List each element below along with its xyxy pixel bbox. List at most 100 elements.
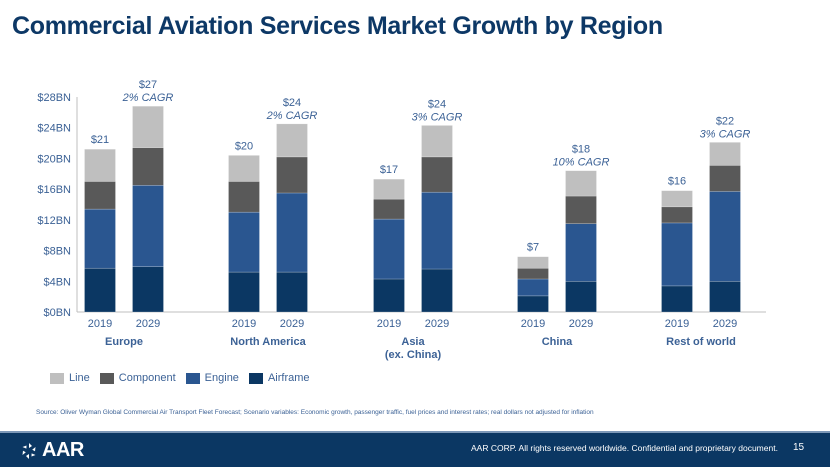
total-label: $16: [668, 176, 686, 188]
bar-segment-airframe: [132, 266, 164, 313]
total-label: $18: [572, 144, 590, 156]
x-year-label: 2019: [232, 318, 256, 330]
legend-item-line: Line: [50, 372, 90, 384]
y-tick-label: $16BN: [37, 184, 71, 196]
y-tick-label: $4BN: [43, 276, 71, 288]
source-note: Source: Oliver Wyman Global Commercial A…: [36, 409, 594, 416]
bar-segment-airframe: [228, 271, 260, 313]
bar-segment-component: [132, 147, 164, 186]
bar-segment-line: [421, 125, 453, 158]
page-number: 15: [793, 442, 805, 453]
bar-segment-airframe: [421, 268, 453, 313]
bar-segment-airframe: [709, 280, 741, 313]
bar-segment-engine: [565, 223, 597, 282]
copyright-text: AAR CORP. All rights reserved worldwide.…: [471, 443, 778, 453]
aperture-icon: [22, 442, 36, 459]
y-tick-label: $20BN: [37, 153, 71, 165]
region-label: China: [542, 336, 573, 348]
region-label: North America: [230, 336, 306, 348]
cagr-label: 2% CAGR: [266, 110, 318, 122]
x-year-label: 2029: [425, 318, 449, 330]
bar-segment-component: [517, 267, 549, 280]
y-tick-label: $24BN: [37, 123, 71, 135]
bar-segment-airframe: [565, 280, 597, 313]
total-label: $20: [235, 140, 253, 152]
total-label: $21: [91, 134, 109, 146]
region-label: Asia: [401, 336, 425, 348]
logo-text: AAR: [42, 439, 84, 461]
region-label-line2: (ex. China): [385, 349, 442, 361]
x-year-label: 2029: [713, 318, 737, 330]
region-label: Rest of world: [666, 336, 736, 348]
bar-segment-component: [276, 156, 308, 194]
x-year-label: 2019: [665, 318, 689, 330]
legend-item-airframe: Airframe: [248, 372, 310, 384]
cagr-label: 3% CAGR: [412, 111, 463, 123]
bar-segment-line: [276, 123, 308, 158]
bar-segment-airframe: [84, 267, 116, 313]
bar-segment-component: [373, 198, 405, 220]
legend-label-component: Component: [118, 372, 176, 384]
bar-segment-line: [228, 155, 260, 182]
x-year-label: 2029: [569, 318, 593, 330]
bar-segment-line: [709, 142, 741, 166]
bar-segment-engine: [373, 218, 405, 280]
bar-segment-engine: [421, 191, 453, 270]
y-tick-label: $0BN: [43, 307, 71, 319]
bar-segment-engine: [228, 211, 260, 273]
x-year-label: 2029: [280, 318, 304, 330]
page-title: Commercial Aviation Services Market Grow…: [12, 12, 663, 40]
footer-divider: [0, 431, 830, 433]
bar-segment-line: [373, 178, 405, 200]
legend-label-engine: Engine: [204, 372, 239, 384]
bar-segment-line: [84, 148, 116, 182]
x-year-label: 2019: [377, 318, 401, 330]
bar-segment-engine: [132, 185, 164, 267]
bar-segment-line: [661, 190, 693, 208]
bar-segment-engine: [517, 278, 549, 297]
legend-label-airframe: Airframe: [267, 372, 310, 384]
legend-swatch-engine: [185, 372, 200, 384]
legend-swatch-airframe: [248, 372, 263, 384]
legend-swatch-component: [99, 372, 114, 384]
bar-segment-line: [132, 105, 164, 148]
cagr-label: 2% CAGR: [122, 92, 174, 104]
bar-segment-component: [84, 181, 116, 210]
bar-segment-airframe: [276, 271, 308, 313]
bar-segment-component: [421, 156, 453, 193]
legend-swatch-line: [50, 372, 64, 384]
legend-item-component: Component: [99, 372, 176, 384]
bar-segment-line: [517, 256, 549, 269]
y-tick-label: $12BN: [37, 215, 71, 227]
bar-segment-airframe: [373, 278, 405, 313]
x-year-label: 2019: [521, 318, 545, 330]
bar-segment-engine: [276, 192, 308, 273]
aar-logo: AAR: [20, 439, 84, 462]
bar-segment-engine: [661, 222, 693, 287]
total-label: $24: [428, 98, 446, 110]
stacked-bar-chart: $0BN $4BN $8BN $12BN $16BN $20BN $24BN $28BN $21…: [37, 79, 766, 361]
total-label: $7: [527, 242, 539, 254]
bar-segment-component: [565, 195, 597, 224]
y-tick-label: $28BN: [37, 92, 71, 104]
legend: Line Component Engine Airframe: [50, 372, 310, 384]
bar-segment-airframe: [661, 285, 693, 313]
total-label: $22: [716, 115, 734, 127]
bar-segment-engine: [709, 191, 741, 282]
cagr-label: 3% CAGR: [700, 128, 751, 140]
bar-segment-component: [228, 181, 260, 213]
total-label: $24: [283, 97, 301, 109]
x-year-label: 2019: [88, 318, 112, 330]
footer-bar: AAR AAR CORP. All rights reserved worldw…: [0, 433, 830, 467]
total-label: $27: [139, 79, 157, 91]
bar-segment-engine: [84, 208, 116, 269]
cagr-label: 10% CAGR: [553, 157, 610, 169]
bar-segment-component: [661, 206, 693, 224]
total-label: $17: [380, 164, 398, 176]
bar-segment-airframe: [517, 295, 549, 313]
legend-label-line: Line: [69, 372, 90, 384]
region-label: Europe: [105, 336, 143, 348]
bar-segment-line: [565, 170, 597, 197]
bar-segment-component: [709, 165, 741, 192]
x-year-label: 2029: [136, 318, 160, 330]
